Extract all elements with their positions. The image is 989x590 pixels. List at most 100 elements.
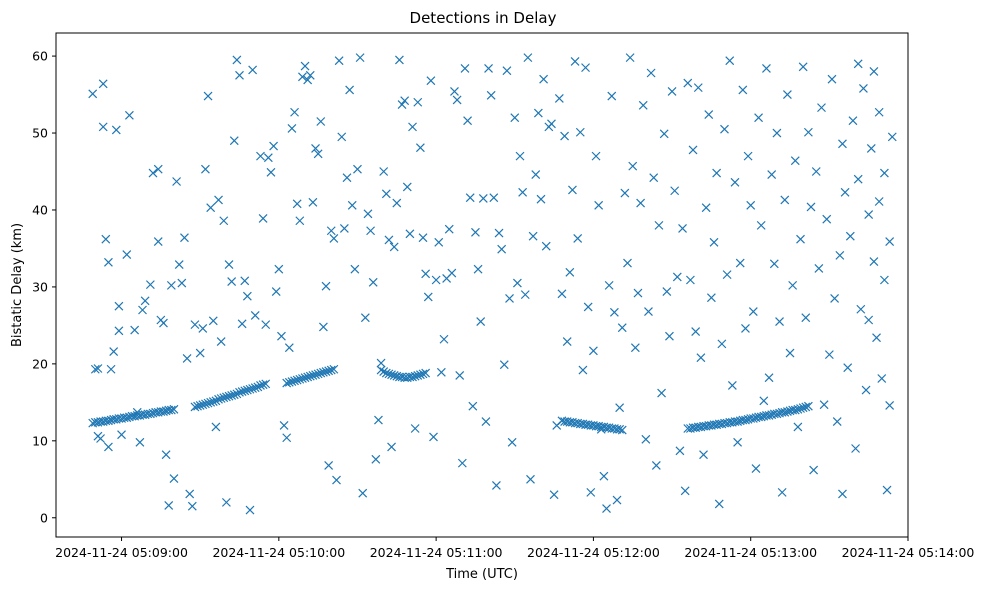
- data-point: [465, 193, 475, 203]
- data-point: [169, 474, 179, 483]
- data-point: [730, 177, 740, 187]
- data-point: [607, 91, 617, 101]
- data-point: [575, 127, 585, 137]
- data-point: [300, 373, 310, 383]
- data-point: [159, 318, 168, 328]
- data-point: [261, 320, 271, 330]
- data-point: [552, 421, 562, 430]
- data-point: [861, 385, 871, 395]
- data-point: [557, 289, 567, 299]
- data-point: [384, 369, 394, 379]
- data-point: [641, 434, 651, 444]
- data-point: [680, 486, 690, 496]
- data-point: [853, 59, 863, 69]
- data-point: [237, 319, 247, 329]
- data-point: [505, 294, 514, 303]
- data-point: [421, 269, 431, 279]
- data-point: [780, 195, 790, 205]
- data-point: [463, 116, 473, 126]
- data-point: [510, 113, 520, 123]
- data-point: [748, 307, 758, 316]
- data-point: [819, 400, 829, 410]
- data-point: [693, 83, 703, 93]
- data-point: [662, 287, 672, 296]
- data-point: [444, 224, 454, 234]
- data-point: [219, 216, 229, 226]
- data-point: [104, 257, 113, 267]
- data-point: [187, 501, 197, 511]
- data-point: [798, 62, 808, 72]
- data-point: [295, 216, 305, 226]
- data-point: [599, 471, 609, 481]
- data-point: [185, 489, 195, 499]
- data-point: [764, 373, 774, 383]
- data-point: [840, 187, 850, 197]
- data-point: [311, 143, 320, 153]
- data-point: [169, 404, 179, 414]
- data-point: [782, 90, 792, 99]
- data-point: [287, 377, 297, 386]
- data-point: [714, 499, 724, 509]
- data-point: [277, 331, 286, 341]
- data-point: [565, 267, 575, 277]
- data-point: [106, 364, 116, 374]
- data-point: [376, 358, 386, 368]
- data-point: [762, 63, 771, 73]
- data-point: [148, 168, 158, 178]
- data-point: [313, 149, 323, 159]
- data-point: [290, 107, 299, 117]
- data-point: [300, 61, 310, 71]
- data-point: [756, 412, 766, 422]
- data-point: [229, 136, 239, 146]
- data-point: [670, 186, 680, 196]
- data-point: [798, 403, 808, 413]
- data-point: [153, 237, 163, 246]
- data-point: [439, 334, 449, 344]
- data-point: [166, 405, 176, 415]
- data-point: [775, 317, 784, 326]
- data-point: [478, 194, 488, 203]
- data-point: [741, 415, 750, 425]
- data-point: [678, 224, 687, 233]
- x-tick-label: 2024-11-24 05:13:00: [684, 545, 817, 560]
- data-point: [88, 89, 98, 99]
- data-point: [381, 368, 391, 378]
- data-point: [303, 75, 313, 85]
- data-point: [408, 122, 417, 132]
- data-point: [326, 365, 336, 375]
- data-point: [879, 168, 889, 178]
- data-point: [518, 187, 528, 197]
- data-point: [358, 488, 368, 498]
- data-point: [772, 409, 782, 419]
- data-point: [659, 129, 669, 139]
- data-point: [253, 382, 263, 392]
- x-tick-label: 2024-11-24 05:09:00: [55, 545, 188, 560]
- data-point: [754, 113, 763, 123]
- data-point: [271, 287, 281, 296]
- data-point: [418, 369, 428, 379]
- data-point: [649, 173, 659, 183]
- data-point: [221, 497, 231, 507]
- data-point: [98, 79, 108, 89]
- data-point: [630, 343, 640, 353]
- data-point: [570, 57, 580, 66]
- data-point: [206, 397, 216, 407]
- data-point: [523, 53, 533, 63]
- data-point: [583, 302, 593, 312]
- data-point: [604, 280, 614, 290]
- data-point: [345, 85, 355, 95]
- data-point: [250, 310, 260, 320]
- data-point: [389, 370, 399, 380]
- data-point: [709, 237, 719, 247]
- data-point: [316, 368, 326, 378]
- data-point: [366, 226, 376, 236]
- data-point: [111, 125, 121, 135]
- data-point: [242, 385, 252, 395]
- data-point: [838, 139, 847, 149]
- data-point: [882, 485, 892, 495]
- data-point: [554, 93, 564, 103]
- data-point: [405, 229, 415, 239]
- data-point: [318, 322, 328, 332]
- data-point: [177, 278, 187, 288]
- data-point: [455, 370, 465, 380]
